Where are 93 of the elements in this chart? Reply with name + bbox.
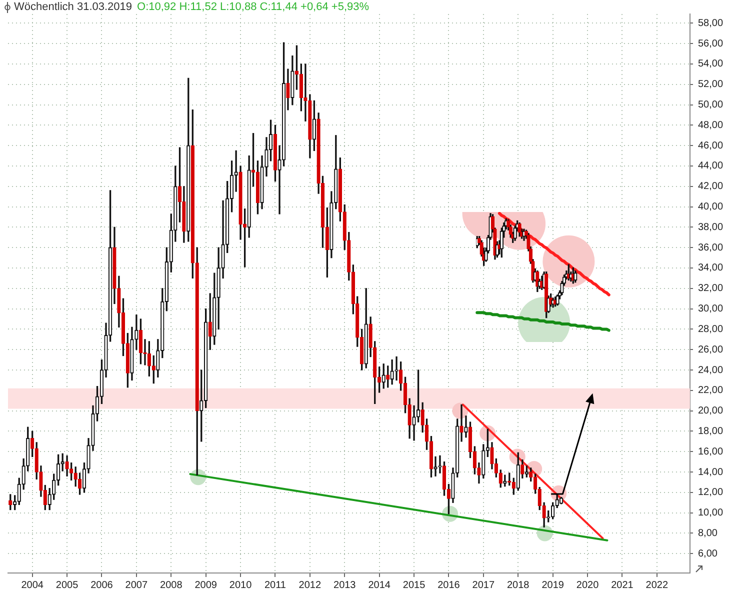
candlestick	[490, 442, 494, 470]
candlestick	[347, 232, 351, 281]
y-tick-label: 58,00	[698, 18, 724, 29]
candlestick	[312, 100, 316, 152]
candlestick	[338, 158, 342, 222]
candlestick	[204, 308, 208, 408]
x-tick-label: 2012	[298, 580, 322, 589]
candlestick	[147, 341, 152, 376]
y-tick-label: 50,00	[698, 100, 724, 111]
candlestick	[138, 318, 143, 364]
candlestick	[342, 204, 346, 250]
candlestick	[373, 341, 377, 404]
x-tick-label: 2017	[472, 580, 495, 589]
x-tick-label: 2018	[506, 580, 530, 589]
candlestick	[247, 155, 251, 238]
y-tick-label: 52,00	[698, 79, 724, 90]
y-tick-label: 38,00	[698, 222, 724, 233]
y-tick-label: 56,00	[698, 38, 724, 50]
x-tick-label: 2007	[125, 580, 148, 589]
y-tick-label: 18,00	[698, 426, 724, 437]
y-tick-label: 10,00	[698, 508, 724, 519]
y-tick-label: 32,00	[698, 283, 724, 294]
x-tick-label: 2020	[576, 580, 600, 589]
candlestick	[130, 326, 134, 381]
candlestick	[438, 455, 442, 474]
candlestick	[8, 494, 12, 510]
x-tick-label: 2016	[438, 580, 460, 589]
candlestick	[308, 94, 312, 158]
chart-subtitle: O:10,92 H:11,52 L:10,88 C:11,44 +0,64 +5,93%	[137, 1, 370, 13]
y-tick-label: 54,00	[698, 58, 724, 70]
candlestick	[290, 55, 294, 106]
candlestick	[518, 222, 522, 237]
candlestick	[195, 247, 199, 476]
x-tick-label: 2005	[56, 580, 79, 589]
y-tick-label: 28,00	[698, 324, 724, 335]
y-tick-label: 24,00	[698, 364, 724, 376]
candlestick	[390, 359, 394, 385]
y-tick-label: 22,00	[698, 385, 724, 396]
candlestick	[186, 78, 190, 242]
y-tick-label: 30,00	[698, 304, 724, 315]
y-tick-label: 14,00	[698, 466, 724, 478]
candlestick	[190, 110, 194, 279]
x-tick-label: 2004	[21, 580, 44, 589]
x-tick-label: 2022	[646, 580, 668, 589]
y-tick-label: 26,00	[698, 344, 724, 356]
x-tick-label: 2008	[160, 580, 183, 589]
candlestick	[559, 496, 564, 504]
x-tick-label: 2015	[402, 580, 426, 589]
x-tick-label: 2014	[368, 580, 391, 589]
y-tick-label: 12,00	[698, 487, 724, 498]
y-tick-label: 42,00	[698, 181, 724, 192]
candlestick	[48, 488, 52, 510]
candlestick	[451, 468, 455, 503]
candlestick	[34, 442, 38, 480]
y-tick-label: 8,00	[698, 528, 718, 539]
candlestick	[264, 137, 268, 177]
candlestick	[574, 270, 578, 283]
candlestick	[134, 314, 138, 350]
y-tick-label: 46,00	[698, 140, 724, 152]
y-tick-label: 16,00	[698, 446, 724, 458]
candlestick	[65, 455, 69, 476]
candlestick	[238, 166, 242, 240]
x-tick-label: 2009	[194, 580, 218, 589]
x-tick-label: 2010	[229, 580, 252, 589]
y-tick-label: 36,00	[698, 242, 724, 254]
x-tick-label: 2006	[90, 580, 114, 589]
y-tick-label: 20,00	[698, 406, 724, 417]
candlestick	[74, 466, 78, 487]
x-tick-label: 2019	[542, 580, 564, 589]
candlestick	[482, 444, 486, 478]
y-tick-label: 6,00	[698, 548, 718, 560]
candlestick	[429, 436, 434, 478]
y-tick-label: 44,00	[698, 160, 724, 172]
candlestick	[516, 452, 520, 491]
chart-title: Wöchentlich 31.03.2019	[14, 1, 132, 13]
candlestick	[464, 416, 468, 438]
x-tick-label: 2021	[611, 580, 634, 589]
x-tick-label: 2011	[264, 580, 286, 589]
candlestick	[260, 155, 264, 210]
candlestick	[126, 332, 130, 388]
candlestick	[556, 294, 560, 306]
candlestick	[498, 470, 502, 488]
candlestick	[221, 200, 225, 279]
candlestick	[256, 160, 260, 214]
y-tick-label: 48,00	[698, 120, 724, 131]
y-tick-label: 40,00	[698, 202, 724, 213]
candlestick	[26, 426, 30, 472]
candlestick	[434, 456, 438, 476]
y-tick-label: 34,00	[698, 262, 724, 274]
candlestick	[412, 405, 416, 441]
x-tick-label: 2013	[334, 580, 356, 589]
candlestick	[524, 466, 529, 478]
candlestick	[394, 356, 398, 381]
